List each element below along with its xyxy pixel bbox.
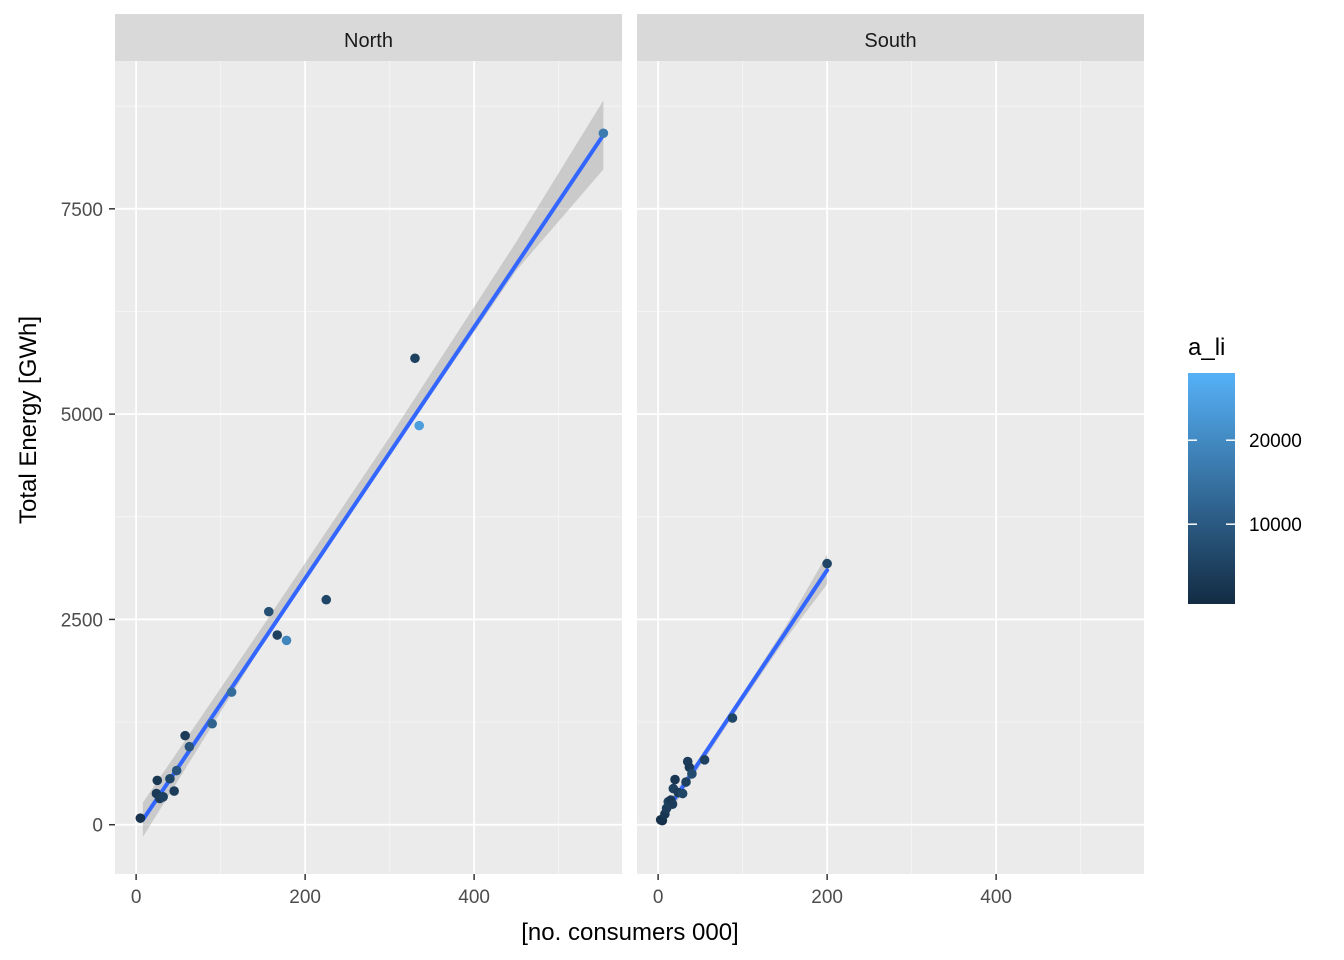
data-point: [180, 730, 190, 741]
data-point: [414, 420, 425, 431]
data-point: [687, 769, 697, 779]
x-tick-label: 0: [653, 887, 664, 908]
facet-panel-south: South: [637, 14, 1144, 874]
data-point: [263, 606, 274, 617]
y-tick-label: 7500: [61, 200, 103, 221]
data-point: [681, 777, 691, 787]
y-axis-title: Total Energy [GWh]: [15, 316, 42, 524]
data-point: [699, 755, 710, 765]
x-tick-label: 200: [289, 887, 321, 908]
data-point: [169, 786, 179, 796]
data-point: [158, 792, 168, 802]
legend-tick-label: 10000: [1249, 515, 1302, 536]
data-point: [598, 128, 609, 139]
panel-background: [637, 61, 1144, 874]
y-tick-label: 5000: [61, 405, 103, 426]
data-point: [321, 594, 332, 605]
facet-panel-north: North: [115, 14, 622, 874]
data-point: [677, 788, 688, 799]
confidence-band: [142, 100, 604, 838]
data-point: [165, 773, 175, 784]
x-tick-label: 200: [811, 887, 843, 908]
data-point: [410, 353, 420, 364]
regression-line: [140, 132, 606, 822]
color-legend: a_li 10000 20000: [1188, 334, 1302, 604]
x-tick-label: 400: [980, 887, 1012, 908]
data-point: [152, 775, 163, 786]
x-axis-title: [no. consumers 000]: [521, 919, 738, 946]
legend-title: a_li: [1188, 334, 1225, 361]
legend-tick-label: 20000: [1249, 431, 1302, 452]
data-point: [171, 765, 182, 776]
facet-strip-label: South: [864, 30, 916, 52]
data-point: [226, 687, 237, 697]
x-tick-label: 400: [458, 887, 490, 908]
y-tick-label: 0: [92, 816, 103, 837]
data-point: [281, 635, 292, 646]
data-point: [207, 718, 217, 729]
data-point: [184, 741, 195, 752]
data-point: [667, 799, 678, 809]
facet-strip: [637, 14, 1144, 61]
y-tick-label: 2500: [61, 610, 103, 631]
facet-strip: [115, 14, 622, 61]
data-point: [135, 813, 146, 823]
x-tick-label: 0: [131, 887, 142, 908]
data-point: [272, 630, 283, 640]
data-point: [822, 558, 832, 569]
legend-colorbar: [1188, 373, 1235, 604]
data-point: [670, 774, 680, 785]
data-point: [727, 713, 738, 723]
facet-strip-label: North: [344, 30, 393, 52]
